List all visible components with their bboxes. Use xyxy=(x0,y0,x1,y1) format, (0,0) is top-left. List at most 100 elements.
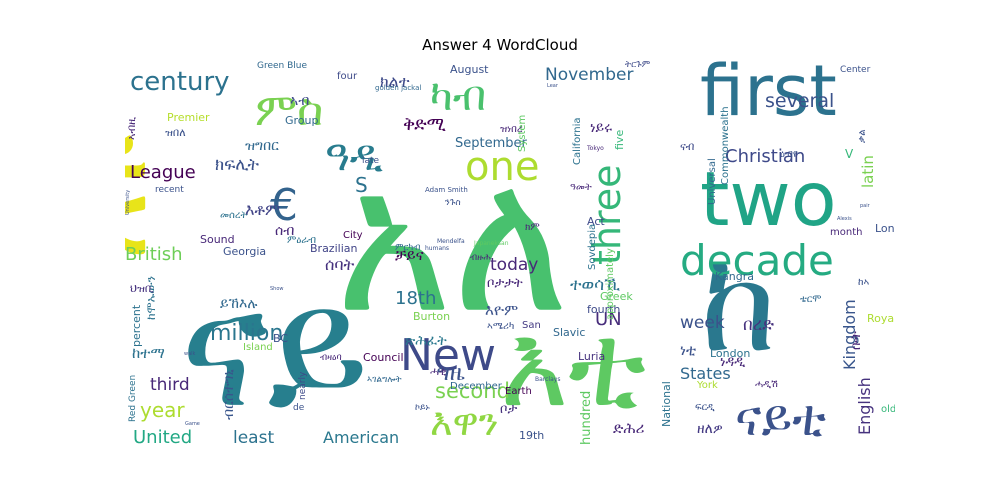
word-cloud-word: ዓዲ xyxy=(325,131,383,180)
word-cloud-word: ሓዲሽ xyxy=(755,379,778,390)
word-cloud-word: Georgia xyxy=(223,245,266,258)
word-cloud-word: ጽሕፈት xyxy=(405,333,447,349)
word-cloud-word: Barclays xyxy=(535,376,560,383)
word-cloud-word: Island xyxy=(243,342,273,353)
word-cloud-word: London xyxy=(710,347,750,360)
word-cloud-word: ክም xyxy=(525,222,540,233)
word-cloud-word: Lear xyxy=(547,83,559,89)
word-cloud-word: ምዕራብ xyxy=(287,235,316,246)
word-cloud-word: League xyxy=(130,162,196,183)
word-cloud-word: ብርሰተግኒ xyxy=(221,369,237,420)
word-cloud-word: Game xyxy=(185,421,200,427)
word-cloud-word: Council xyxy=(363,351,404,364)
word-cloud-word: decade xyxy=(680,236,834,285)
word-cloud-word: ዝነበረ xyxy=(500,124,523,135)
word-cloud-word: City xyxy=(343,230,363,241)
word-cloud-word: ክልተ xyxy=(380,72,410,91)
word-cloud-word: September xyxy=(455,136,528,151)
word-cloud-word: ብዙሕ xyxy=(470,253,491,263)
word-cloud-word: United xyxy=(133,427,192,445)
word-cloud-word: ቴርሞ xyxy=(800,294,821,305)
word-cloud-word: National xyxy=(660,381,673,427)
word-cloud-word: latin xyxy=(859,155,877,188)
word-cloud-word: percent xyxy=(130,304,143,347)
word-cloud-word: ትርጉም xyxy=(625,60,651,70)
word-cloud-word: አለ xyxy=(335,125,569,358)
word-cloud-word: century xyxy=(130,67,230,97)
word-cloud-word: first xyxy=(700,60,837,132)
word-cloud-word: € xyxy=(270,180,298,231)
word-cloud-word: golden jackal xyxy=(375,84,421,92)
word-cloud-word: በረድ xyxy=(743,315,774,335)
word-cloud-word: እዩ xyxy=(125,134,173,260)
word-cloud-word: Group xyxy=(285,114,319,127)
word-cloud-word: English xyxy=(855,377,874,435)
word-cloud-word: Sovdepia xyxy=(587,224,598,270)
word-cloud-word: ክፍሊት xyxy=(215,155,259,175)
word-cloud-word: እዮም xyxy=(485,301,518,319)
word-cloud-word: ኣሜሪካ xyxy=(487,321,514,332)
word-cloud-word: Burton xyxy=(413,310,450,323)
word-cloud-word: hundred xyxy=(579,391,594,445)
word-cloud-word: Center xyxy=(840,65,871,75)
word-cloud-word: humans xyxy=(425,245,449,252)
word-cloud-word: late xyxy=(362,156,380,166)
word-cloud-word: ዓመት xyxy=(570,182,592,193)
word-cloud-word: November xyxy=(545,65,633,85)
word-cloud-word: ድሕሪ xyxy=(613,419,645,437)
word-cloud-word: ሰብ xyxy=(275,223,294,239)
word-cloud-word: Universal xyxy=(707,158,718,205)
word-cloud-word: ኣብ xyxy=(290,93,309,109)
word-cloud-word: System xyxy=(517,115,528,152)
word-cloud-word: States xyxy=(680,364,731,383)
chart-title: Answer 4 WordCloud xyxy=(422,36,578,54)
word-cloud-word: ዝግበር xyxy=(245,138,279,154)
word-cloud-word: approximately xyxy=(605,248,616,320)
word-cloud-word: California xyxy=(572,118,583,166)
word-cloud-word: Mendelfa xyxy=(437,238,465,245)
word-cloud-word: ናይ xyxy=(180,252,369,444)
word-cloud-word: five xyxy=(613,130,626,150)
word-cloud-word: መሰረት xyxy=(220,210,248,221)
word-cloud-word: ግዜ xyxy=(437,361,465,386)
word-cloud-word: ኣገልግሎት xyxy=(367,375,402,385)
word-cloud-word: University xyxy=(125,190,131,215)
word-cloud-word: today xyxy=(490,255,538,275)
word-cloud-word: de xyxy=(293,403,305,413)
word-cloud-word: December xyxy=(450,381,503,392)
word-cloud-word: ነይሩ xyxy=(590,120,612,136)
word-cloud-word: ከተማ xyxy=(132,344,165,362)
word-cloud-word: second xyxy=(435,379,510,403)
word-cloud-word: Luria xyxy=(578,350,605,363)
word-cloud-word: old xyxy=(881,404,895,415)
word-cloud-word: walk xyxy=(184,351,196,357)
word-cloud-word: third xyxy=(150,375,190,395)
word-cloud-word: Japaneksan xyxy=(473,240,509,247)
word-cloud-word: ከሞኡውን xyxy=(144,276,158,320)
word-cloud-word: Show xyxy=(270,286,284,292)
word-cloud-word: million xyxy=(210,321,283,346)
word-cloud-word: Alexis xyxy=(837,216,852,222)
word-cloud-word: several xyxy=(765,90,834,112)
word-cloud-word: ህዝቢ xyxy=(130,282,154,295)
word-cloud-word: one xyxy=(465,144,539,190)
word-cloud-word: ዝበለ xyxy=(165,126,186,139)
word-cloud-word: Act xyxy=(587,215,605,228)
word-cloud-word: S xyxy=(355,173,368,197)
word-cloud-word: recent xyxy=(155,185,184,195)
word-cloud-word: nearly xyxy=(298,371,308,400)
word-cloud-word: ምርካብ xyxy=(395,243,420,253)
word-cloud-word: British xyxy=(125,244,183,265)
word-cloud-word: V xyxy=(845,147,854,161)
word-cloud-word: pair xyxy=(860,203,871,209)
word-cloud-word: ሓቂ xyxy=(430,365,446,378)
word-cloud-word: ሰባት xyxy=(325,255,355,274)
word-cloud-word: ናይቲ xyxy=(735,389,826,445)
word-cloud-word: Slavic xyxy=(553,326,585,339)
word-cloud-word: ነቲ xyxy=(680,341,696,359)
word-cloud-word: four xyxy=(337,71,358,82)
word-cloud-word: ይኸእሉ xyxy=(220,296,257,312)
word-cloud-word: ብዛዕባ xyxy=(320,353,342,363)
word-cloud-word: Royal xyxy=(867,312,895,325)
